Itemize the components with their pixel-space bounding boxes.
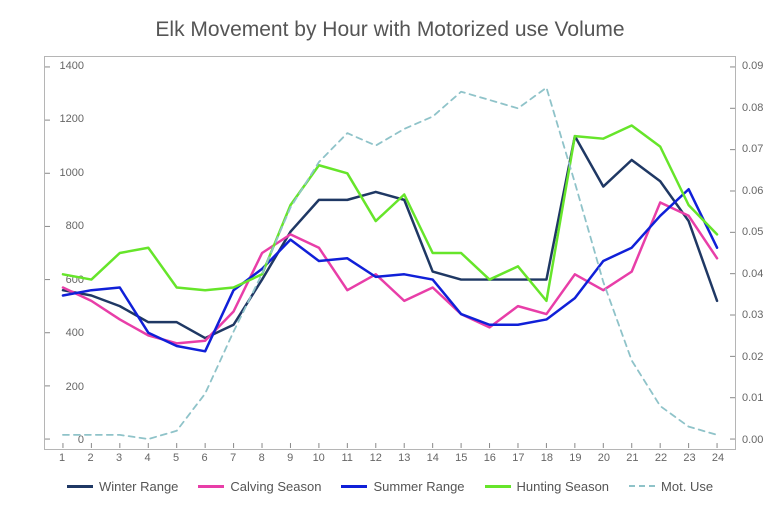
- x-tick-label: 9: [287, 452, 293, 464]
- y-right-tick-label: 0.06: [738, 185, 780, 197]
- legend-item: Calving Season: [198, 479, 321, 494]
- x-tick-label: 7: [230, 452, 236, 464]
- series-line: [63, 189, 717, 351]
- legend-label: Hunting Season: [517, 479, 610, 494]
- y-right-tick-label: 0.08: [738, 102, 780, 114]
- y-right-tick-label: 0.03: [738, 309, 780, 321]
- chart-title: Elk Movement by Hour with Motorized use …: [0, 0, 780, 48]
- x-tick-label: 23: [683, 452, 695, 464]
- x-tick-label: 1: [59, 452, 65, 464]
- x-tick-label: 24: [712, 452, 724, 464]
- legend-label: Winter Range: [99, 479, 178, 494]
- x-tick-label: 22: [655, 452, 667, 464]
- x-tick-label: 12: [370, 452, 382, 464]
- x-tick-label: 3: [116, 452, 122, 464]
- x-tick-label: 17: [512, 452, 524, 464]
- legend-item: Summer Range: [341, 479, 464, 494]
- x-tick-label: 18: [541, 452, 553, 464]
- y-right-tick-label: 0.05: [738, 226, 780, 238]
- x-tick-label: 20: [598, 452, 610, 464]
- legend-swatch: [341, 485, 367, 488]
- x-tick-label: 19: [569, 452, 581, 464]
- x-tick-label: 21: [626, 452, 638, 464]
- x-tick-label: 2: [87, 452, 93, 464]
- y-axis-left-labels: 0200400600800100012001400: [0, 56, 42, 450]
- y-right-tick-label: 0.04: [738, 268, 780, 280]
- x-tick-label: 4: [145, 452, 151, 464]
- x-tick-label: 8: [259, 452, 265, 464]
- y-right-tick-label: 0.02: [738, 351, 780, 363]
- x-tick-label: 14: [427, 452, 439, 464]
- chart-legend: Winter Range Calving Season Summer Range…: [44, 472, 736, 500]
- legend-item: Winter Range: [67, 479, 178, 494]
- series-line: [63, 136, 717, 338]
- x-tick-label: 15: [455, 452, 467, 464]
- x-tick-label: 5: [173, 452, 179, 464]
- x-tick-label: 10: [313, 452, 325, 464]
- legend-item: Mot. Use: [629, 479, 713, 494]
- legend-label: Summer Range: [373, 479, 464, 494]
- legend-item: Hunting Season: [485, 479, 610, 494]
- legend-swatch: [198, 485, 224, 488]
- legend-label: Mot. Use: [661, 479, 713, 494]
- y-axis-right-labels: 0.00 0.01 0.02 0.03 0.04 0.05 0.06 0.07 0.08 0.09: [738, 56, 778, 450]
- legend-swatch: [67, 485, 93, 488]
- x-tick-label: 13: [398, 452, 410, 464]
- series-line: [63, 88, 717, 439]
- legend-swatch: [629, 485, 655, 487]
- y-right-tick-label: 0.09: [738, 60, 780, 72]
- x-tick-label: 16: [484, 452, 496, 464]
- legend-swatch: [485, 485, 511, 488]
- x-tick-label: 11: [341, 452, 352, 464]
- x-axis-labels: 123456789101112131415161718192021222324: [44, 452, 736, 470]
- y-right-tick-label: 0.00: [738, 434, 780, 446]
- plot-area: [44, 56, 736, 450]
- legend-label: Calving Season: [230, 479, 321, 494]
- chart-svg: [45, 57, 735, 449]
- x-tick-label: 6: [202, 452, 208, 464]
- y-right-tick-label: 0.07: [738, 143, 780, 155]
- y-right-tick-label: 0.01: [738, 392, 780, 404]
